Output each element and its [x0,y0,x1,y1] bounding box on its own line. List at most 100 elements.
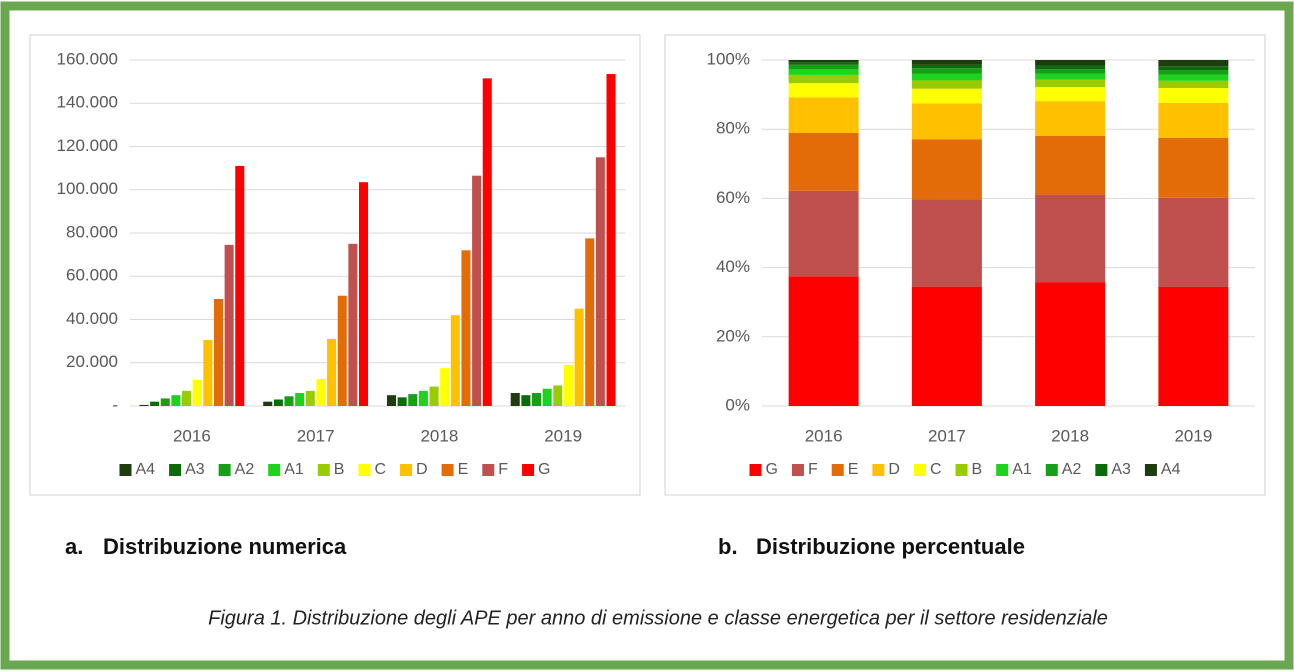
bar-segment [1035,66,1105,69]
bar [225,245,234,406]
y-tick-label: 100.000 [57,179,118,198]
bar [274,400,283,406]
y-tick-label: 40% [716,257,750,276]
bar-segment [789,75,859,83]
x-tick-label: 2017 [928,426,966,445]
x-tick-label: 2017 [297,426,335,445]
bar-segment [1158,198,1228,287]
bar [585,238,594,406]
panel-label: a. [65,534,83,559]
bar [606,74,615,406]
bar-segment [912,89,982,104]
bar-segment [1035,101,1105,136]
legend-swatch [358,464,370,476]
bar [338,296,347,406]
legend-label: G [765,461,777,478]
bar [182,391,191,406]
legend-swatch [792,464,804,476]
bar [521,395,530,406]
legend-swatch [1095,464,1107,476]
bar-segment [1158,88,1228,103]
y-tick-label: 60% [716,188,750,207]
legend-swatch [219,464,231,476]
y-tick-label: 80.000 [66,222,118,241]
bar-segment [912,73,982,80]
bar [235,166,244,406]
legend-label: E [848,461,859,478]
x-tick-label: 2019 [544,426,582,445]
bar [139,405,148,406]
legend-label: F [808,461,818,478]
legend-label: A4 [135,461,155,478]
bar [472,176,481,406]
legend-label: C [374,461,386,478]
legend-label: A4 [1161,461,1181,478]
legend-swatch [1145,464,1157,476]
bar-segment [789,276,859,406]
bar [408,394,417,406]
y-tick-label: 140.000 [57,93,118,112]
bar [451,315,460,406]
legend-label: D [416,461,428,478]
bar [575,309,584,406]
y-tick-label: 60.000 [66,266,118,285]
legend-swatch [268,464,280,476]
legend-swatch [749,464,761,476]
bar-segment [1158,81,1228,88]
bar [543,389,552,406]
bar-segment [1158,138,1228,198]
bar [316,379,325,406]
legend-swatch [482,464,494,476]
x-tick-label: 2018 [420,426,458,445]
bar-segment [789,60,859,62]
panel-title: Distribuzione numerica [103,534,347,559]
legend-swatch [872,464,884,476]
x-tick-label: 2019 [1174,426,1212,445]
bar-segment [1035,195,1105,283]
bar-segment [789,83,859,97]
bar [306,391,315,406]
bar [419,391,428,406]
legend-swatch [400,464,412,476]
bar [430,387,439,406]
bar-segment [789,191,859,276]
bar-segment [1158,287,1228,406]
bar [511,393,520,406]
bar [214,299,223,406]
bar-segment [1158,103,1228,138]
bar [295,393,304,406]
bar [387,395,396,406]
y-tick-label: 160.000 [57,49,118,68]
bar-segment [1158,66,1228,70]
bar-segment [789,62,859,65]
legend-swatch [996,464,1008,476]
bar-segment [1035,80,1105,87]
bar [348,244,357,406]
bar [596,157,605,406]
legend-swatch [1046,464,1058,476]
legend-swatch [522,464,534,476]
bar-segment [912,60,982,65]
bar [150,402,159,406]
x-tick-label: 2018 [1051,426,1089,445]
legend-label: A3 [1111,461,1131,478]
legend-swatch [914,464,926,476]
bar-segment [912,199,982,286]
bar [359,182,368,406]
bar [461,250,470,406]
legend-swatch [169,464,181,476]
bar [327,339,336,406]
y-tick-label: 0% [725,395,750,414]
bar-segment [1035,74,1105,80]
bar-segment [789,133,859,191]
bar [203,340,212,406]
bar [532,393,541,406]
bar-segment [789,97,859,133]
legend-label: A2 [1062,461,1082,478]
legend-swatch [832,464,844,476]
bar [483,78,492,406]
figure-caption: Figura 1. Distribuzione degli APE per an… [208,607,1108,629]
legend-label: E [458,461,469,478]
bar-segment [1035,69,1105,73]
legend-label: D [888,461,900,478]
